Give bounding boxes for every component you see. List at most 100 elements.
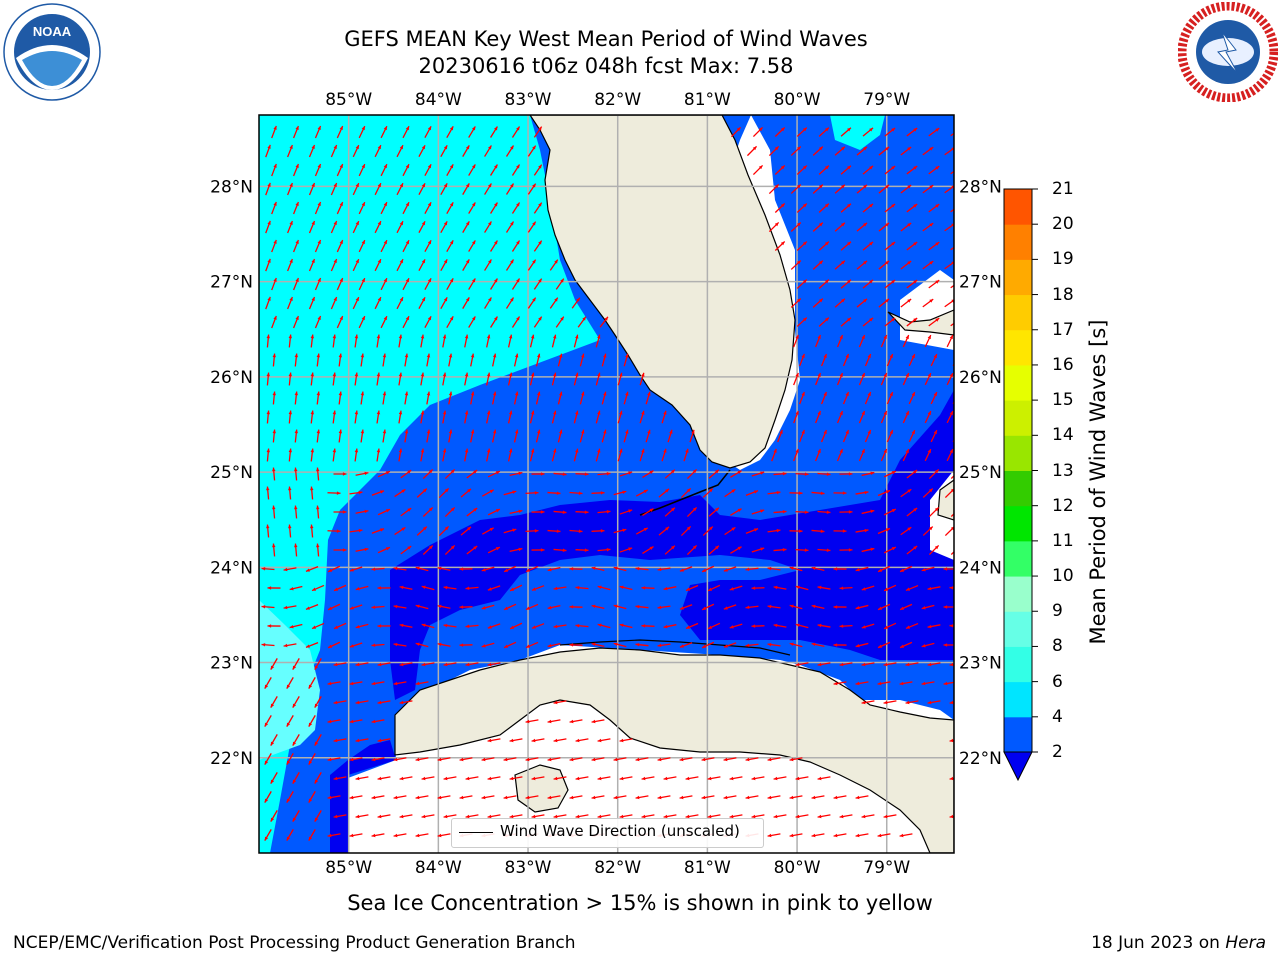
wave-direction-arrow <box>906 317 918 327</box>
wave-direction-arrow <box>374 258 382 272</box>
lon-tick-label-top: 80°W <box>774 90 821 110</box>
wave-direction-arrow <box>551 410 557 424</box>
wave-direction-arrow <box>795 814 809 819</box>
wave-direction-arrow <box>448 353 453 367</box>
wave-direction-arrow <box>327 641 341 649</box>
wave-direction-arrow <box>333 510 347 514</box>
cuba-land <box>394 647 954 853</box>
wave-direction-arrow <box>664 469 676 479</box>
wave-direction-arrow <box>902 334 910 348</box>
wave-direction-arrow <box>796 165 808 175</box>
colorbar-tick-label: 18 <box>1052 284 1074 305</box>
wave-direction-arrow <box>657 757 671 762</box>
wave-direction-arrow <box>446 278 454 290</box>
wave-direction-arrow <box>708 507 720 517</box>
wave-direction-arrow <box>292 201 300 215</box>
wave-direction-arrow <box>551 334 557 348</box>
wave-direction-arrow <box>818 165 830 175</box>
wave-direction-arrow <box>377 586 391 590</box>
wave-direction-arrow <box>377 700 391 705</box>
wave-direction-arrow <box>877 565 891 573</box>
wave-direction-arrow <box>842 391 850 405</box>
wave-direction-arrow <box>465 662 479 667</box>
lon-tick-label-bottom: 82°W <box>594 858 641 878</box>
lon-tick-label-bottom: 83°W <box>505 858 552 878</box>
wave-direction-arrow <box>415 757 429 762</box>
wave-direction-arrow <box>591 604 605 610</box>
wave-direction-arrow <box>922 146 934 156</box>
wave-direction-arrow <box>767 528 781 533</box>
wave-direction-arrow <box>371 605 385 609</box>
wave-direction-arrow <box>950 132 954 137</box>
colorbar-segment <box>1004 259 1032 296</box>
wave-direction-arrow <box>817 623 831 628</box>
lat-tick-label-left: 27°N <box>210 273 253 293</box>
wave-direction-arrow <box>355 509 369 514</box>
wave-direction-arrow <box>418 144 426 158</box>
wave-direction-arrow <box>400 469 412 479</box>
wave-direction-arrow <box>418 182 426 196</box>
wave-direction-arrow <box>446 240 454 252</box>
wave-direction-arrow <box>481 795 495 800</box>
wave-direction-arrow <box>487 508 501 516</box>
wave-direction-arrow <box>685 814 699 819</box>
wave-direction-arrow <box>531 738 545 743</box>
wave-direction-arrow <box>877 527 891 535</box>
wave-direction-arrow <box>462 221 470 233</box>
wave-direction-arrow <box>745 528 759 534</box>
wave-direction-arrow <box>531 510 545 514</box>
wave-direction-arrow <box>777 429 783 443</box>
wave-direction-arrow <box>292 163 300 177</box>
wave-direction-arrow <box>358 239 366 253</box>
wave-direction-arrow <box>338 429 343 443</box>
wave-direction-arrow <box>468 240 476 252</box>
wave-direction-arrow <box>460 488 472 498</box>
wave-direction-arrow <box>437 566 451 571</box>
wave-direction-arrow <box>707 814 721 819</box>
wave-direction-arrow <box>459 567 473 571</box>
wave-direction-arrow <box>573 372 579 386</box>
wave-direction-arrow <box>264 753 272 765</box>
wave-direction-arrow <box>549 297 559 309</box>
wave-direction-arrow <box>884 317 896 327</box>
wave-direction-arrow <box>533 202 543 214</box>
tick-labels: 85°W 85°W 84°W 84°W 83°W 83°W 82°W 82°W 81°W 81°W… <box>210 90 1002 878</box>
wave-direction-arrow <box>398 448 403 462</box>
wave-direction-arrow <box>886 429 894 443</box>
wave-direction-arrow <box>839 624 853 628</box>
wave-direction-arrow <box>773 585 787 590</box>
wave-direction-arrow <box>930 353 938 367</box>
wave-direction-arrow <box>380 125 388 139</box>
wave-direction-arrow <box>943 605 954 609</box>
wave-direction-arrow <box>855 490 869 495</box>
wave-direction-arrow <box>396 296 404 310</box>
lon-tick-label-top: 84°W <box>415 90 462 110</box>
wave-direction-arrow <box>440 145 448 157</box>
wave-direction-arrow <box>642 470 654 478</box>
wave-direction-arrow <box>266 524 270 538</box>
colorbar-under-extension <box>1003 751 1033 782</box>
wave-direction-arrow <box>422 507 434 517</box>
wave-direction-arrow <box>924 410 932 424</box>
wave-direction-arrow <box>292 315 300 329</box>
wave-direction-arrow <box>745 490 759 496</box>
wave-direction-arrow <box>833 643 847 647</box>
wave-direction-arrow <box>527 221 537 233</box>
wave-direction-arrow <box>352 144 360 158</box>
wave-direction-arrow <box>921 566 935 572</box>
wave-direction-arrow <box>377 738 391 743</box>
wave-direction-arrow <box>393 642 407 647</box>
wave-direction-arrow <box>354 448 359 462</box>
wave-direction-arrow <box>271 125 277 139</box>
wave-direction-arrow <box>619 776 633 781</box>
wave-direction-arrow <box>883 470 897 478</box>
wave-direction-arrow <box>928 468 940 480</box>
colorbar-segment <box>1004 681 1032 718</box>
wave-direction-arrow <box>858 334 866 348</box>
lat-tick-label-right: 27°N <box>959 273 1002 293</box>
wave-direction-arrow <box>617 372 623 386</box>
florida-land <box>529 115 796 469</box>
wave-direction-arrow <box>286 829 294 841</box>
wave-direction-arrow <box>440 183 448 195</box>
wave-direction-arrow <box>327 719 341 724</box>
